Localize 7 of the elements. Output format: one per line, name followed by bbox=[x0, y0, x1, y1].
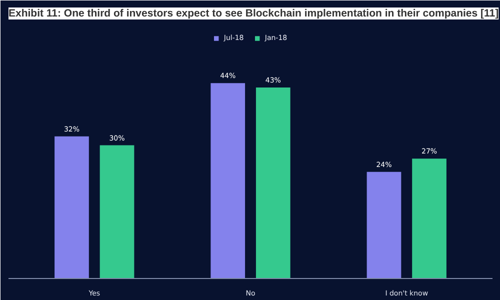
bar bbox=[54, 136, 89, 278]
bar bbox=[256, 88, 290, 278]
chart-title: Exhibit 11: One third of investors expect to see Blockchain implementation in their companies [11] bbox=[8, 8, 499, 20]
bar bbox=[210, 83, 246, 278]
bar bbox=[366, 172, 402, 278]
bar bbox=[412, 158, 446, 278]
bar bbox=[100, 145, 134, 278]
